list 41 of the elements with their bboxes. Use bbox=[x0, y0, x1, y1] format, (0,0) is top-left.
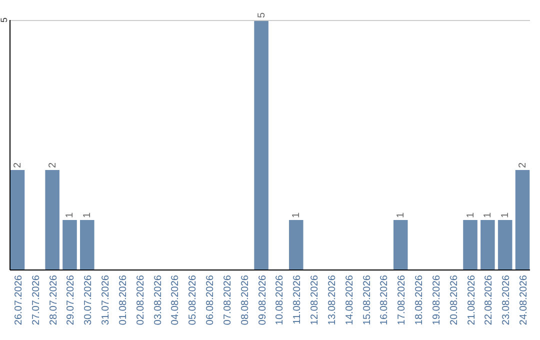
x-tick-label: 20.08.2026 bbox=[448, 274, 460, 326]
x-tick-label: 13.08.2026 bbox=[326, 274, 338, 326]
x-tick-label: 08.08.2026 bbox=[240, 274, 251, 326]
x-tick-label: 07.08.2026 bbox=[222, 274, 234, 326]
x-tick-label: 31.07.2026 bbox=[100, 274, 112, 326]
x-tick-label: 27.07.2026 bbox=[30, 274, 42, 326]
x-tick-label: 15.08.2026 bbox=[362, 274, 373, 326]
x-tick-label: 02.08.2026 bbox=[135, 274, 146, 326]
data-label: 1 bbox=[64, 212, 76, 218]
x-tick-label: 22.08.2026 bbox=[484, 274, 495, 326]
x-tick-label: 30.07.2026 bbox=[83, 274, 94, 326]
data-label: 2 bbox=[12, 162, 24, 168]
x-tick-label: 17.08.2026 bbox=[396, 274, 408, 326]
x-tick-label: 16.08.2026 bbox=[379, 274, 390, 326]
x-tick-label: 03.08.2026 bbox=[152, 274, 164, 326]
x-tick-label: 24.08.2026 bbox=[518, 274, 530, 326]
data-label: 2 bbox=[518, 162, 529, 168]
data-label: 2 bbox=[47, 162, 58, 168]
x-tick-label: 21.08.2026 bbox=[466, 274, 478, 326]
x-tick-label: 19.08.2026 bbox=[431, 274, 442, 326]
data-label: 1 bbox=[291, 212, 302, 218]
data-label: 1 bbox=[396, 212, 407, 218]
x-tick-label: 28.07.2026 bbox=[48, 274, 60, 326]
data-label: 1 bbox=[82, 212, 94, 218]
x-tick-label: 10.08.2026 bbox=[274, 274, 286, 326]
x-tick-label: 26.07.2026 bbox=[13, 274, 24, 326]
x-tick-label: 11.08.2026 bbox=[292, 274, 304, 324]
data-label: 1 bbox=[482, 212, 494, 218]
x-tick-label: 05.08.2026 bbox=[188, 274, 199, 326]
data-label: 1 bbox=[465, 212, 476, 218]
x-tick-label: 09.08.2026 bbox=[257, 274, 268, 326]
x-tick-label: 14.08.2026 bbox=[344, 274, 356, 326]
x-tick-label: 12.08.2026 bbox=[310, 274, 321, 326]
x-tick-label: 04.08.2026 bbox=[170, 274, 182, 326]
data-label: 1 bbox=[500, 212, 512, 218]
x-tick-label: 01.08.2026 bbox=[118, 274, 129, 326]
x-tick-label: 23.08.2026 bbox=[501, 274, 512, 326]
x-tick-label: 18.08.2026 bbox=[414, 274, 426, 326]
x-tick-label: 29.07.2026 bbox=[66, 274, 77, 326]
data-label: 5 bbox=[256, 12, 268, 18]
x-tick-label: 06.08.2026 bbox=[205, 274, 216, 326]
